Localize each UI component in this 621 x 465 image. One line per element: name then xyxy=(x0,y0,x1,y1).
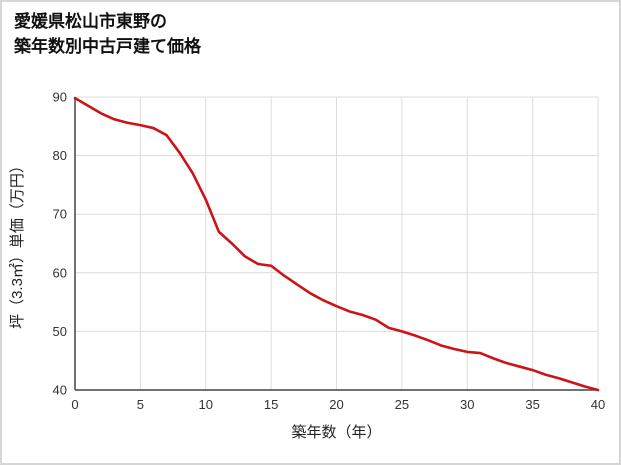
y-tick-label: 70 xyxy=(53,207,67,222)
x-tick-label: 20 xyxy=(329,397,343,412)
x-tick-label: 35 xyxy=(525,397,539,412)
y-tick-label: 80 xyxy=(53,148,67,163)
y-tick-label: 90 xyxy=(53,90,67,105)
y-axis-title: 坪（3.3㎡）単価（万円） xyxy=(9,158,26,329)
x-tick-label: 10 xyxy=(199,397,213,412)
x-tick-label: 40 xyxy=(591,397,605,412)
x-tick-label: 30 xyxy=(460,397,474,412)
x-axis-title: 築年数（年） xyxy=(291,423,381,441)
y-tick-label: 60 xyxy=(53,265,67,280)
y-tick-label: 40 xyxy=(53,383,67,398)
chart-title-line1: 愛媛県松山市東野の xyxy=(14,12,167,31)
x-tick-label: 5 xyxy=(137,397,144,412)
chart-title-line2: 築年数別中古戸建て価格 xyxy=(14,36,201,56)
price-line xyxy=(73,96,600,392)
x-tick-label: 0 xyxy=(71,397,78,412)
y-tick-label: 50 xyxy=(53,324,67,339)
x-tick-label: 25 xyxy=(395,397,409,412)
x-tick-label: 15 xyxy=(264,397,278,412)
chart-title: 愛媛県松山市東野の 築年数別中古戸建て価格 xyxy=(14,10,201,59)
